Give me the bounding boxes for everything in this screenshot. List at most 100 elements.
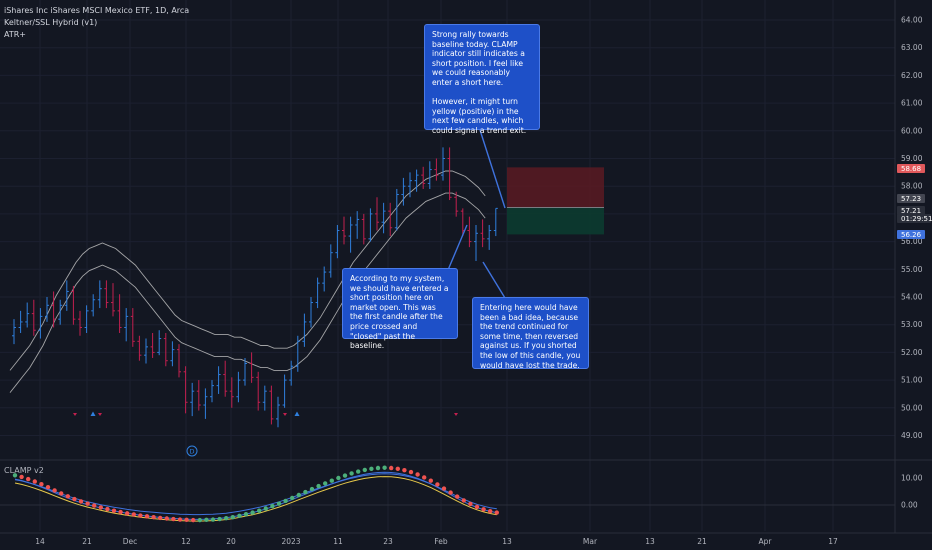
candle-bar: [447, 147, 452, 201]
candle-bar: [262, 385, 267, 411]
price-tag-bg: [897, 230, 925, 239]
clamp-dot: [151, 514, 156, 520]
price-tick-label: 58.00: [901, 182, 923, 191]
clamp-dot: [270, 503, 275, 509]
clamp-dot: [336, 475, 341, 481]
time-tick-label: 17: [828, 537, 838, 546]
clamp-dot: [184, 517, 189, 523]
clamp-dot: [144, 514, 150, 519]
clamp-tick-label: 0.00: [901, 501, 918, 510]
clamp-dot: [250, 510, 255, 515]
clamp-dot: [32, 479, 37, 484]
candle-bar: [177, 344, 181, 378]
price-tag-bg: [897, 214, 931, 223]
baseline-upper-band: [9, 170, 486, 371]
time-tick-label: 23: [383, 537, 393, 546]
clamp-dot: [461, 498, 466, 503]
clamp-dot: [263, 506, 268, 511]
price-tick-label: 56.00: [901, 237, 923, 246]
price-tag-label: 58.68: [901, 165, 921, 173]
candle-bar: [348, 216, 353, 253]
clamp-dot: [191, 517, 196, 523]
candle-bar: [427, 161, 432, 189]
clamp-dot: [455, 494, 460, 499]
candle-bar: [18, 310, 23, 334]
clamp-dot: [362, 467, 367, 473]
clamp-dot: [131, 512, 136, 517]
clamp-dot: [422, 475, 427, 480]
signal-down-marker: [73, 413, 77, 416]
price-tick-label: 50.00: [901, 403, 923, 412]
candle-bar: [38, 308, 43, 339]
clamp-dot: [125, 511, 130, 516]
price-tag-label: 56.26: [901, 231, 922, 239]
clamp-dot: [474, 504, 480, 510]
time-tick-label: 20: [226, 537, 236, 546]
price-tick-label: 62.00: [901, 71, 923, 80]
candle-bar: [229, 377, 234, 408]
candle-bar: [302, 313, 307, 347]
clamp-dot: [290, 495, 295, 501]
price-tick-label: 64.00: [901, 16, 923, 25]
time-tick-label: 12: [181, 537, 191, 546]
candle-bar: [441, 147, 445, 181]
candle-bar: [137, 335, 142, 361]
clamp-dot: [283, 498, 288, 504]
chart-title: iShares Inc iShares MSCI Mexico ETF, 1D,…: [4, 6, 190, 15]
signal-down-marker: [454, 413, 458, 416]
clamp-dot: [389, 465, 394, 471]
clamp-dot: [428, 478, 433, 483]
price-tick-label: 53.00: [901, 320, 923, 329]
candle-bar: [368, 208, 373, 242]
price-tick-label: 54.00: [901, 293, 923, 302]
candle-bar: [25, 302, 30, 328]
clamp-indicator-label[interactable]: CLAMP v2: [4, 466, 44, 475]
price-tick-label: 49.00: [901, 431, 923, 440]
price-tick-label: 59.00: [901, 154, 923, 163]
time-tick-label: Mar: [583, 537, 598, 546]
clamp-dot: [12, 473, 18, 478]
clamp-dot: [303, 489, 308, 495]
candle-bar: [421, 166, 426, 189]
clamp-dot: [26, 476, 31, 482]
price-tick-label: 60.00: [901, 126, 923, 135]
price-tick-label: 55.00: [901, 265, 923, 274]
candle-bar: [236, 371, 241, 403]
time-tick-label: 21: [697, 537, 707, 546]
candle-bar: [170, 341, 175, 367]
clamp-dot: [210, 517, 216, 522]
clamp-dot: [111, 508, 117, 513]
candle-bar: [381, 202, 386, 234]
candle-bar: [309, 297, 313, 328]
clamp-dot: [72, 496, 77, 502]
candle-bar: [467, 216, 472, 248]
clamp-dot: [164, 516, 169, 521]
annotation-note-entry[interactable]: According to my system, we should have e…: [342, 268, 458, 350]
candle-bar: [282, 374, 287, 408]
clamp-dot: [468, 501, 473, 507]
annotation-note-bad-entry[interactable]: Entering here would have been a bad idea…: [472, 297, 589, 370]
clamp-dot: [356, 469, 361, 474]
clamp-tick-label: 10.00: [901, 474, 923, 483]
price-tag-label: 57.23: [901, 195, 921, 203]
clamp-dot: [217, 516, 222, 522]
clamp-dot: [435, 482, 440, 487]
clamp-dot: [375, 465, 381, 471]
candle-bar: [414, 169, 419, 192]
clamp-dot: [158, 515, 163, 521]
price-tag-label: 01:29:51: [901, 215, 932, 223]
candle-bar: [64, 280, 69, 311]
candle-bar: [124, 308, 129, 342]
candle-bar: [434, 158, 439, 181]
candle-bar: [487, 224, 492, 250]
indicator-keltner-label[interactable]: Keltner/SSL Hybrid (v1): [4, 18, 98, 27]
clamp-dot: [105, 506, 110, 512]
indicator-atr-label[interactable]: ATR+: [4, 30, 26, 39]
note-arrow: [482, 261, 506, 299]
candle-bar: [375, 197, 379, 231]
candle-bar: [84, 305, 89, 334]
annotation-note-baseline[interactable]: Strong rally towards baseline today. CLA…: [424, 24, 540, 135]
time-tick-label: 21: [82, 537, 92, 546]
clamp-dot: [92, 503, 97, 508]
